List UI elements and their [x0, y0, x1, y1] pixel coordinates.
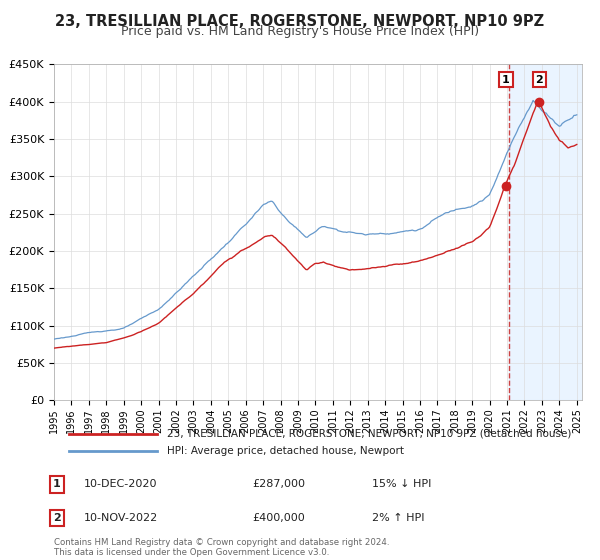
- Text: 23, TRESILLIAN PLACE, ROGERSTONE, NEWPORT, NP10 9PZ: 23, TRESILLIAN PLACE, ROGERSTONE, NEWPOR…: [55, 14, 545, 29]
- Text: 10-DEC-2020: 10-DEC-2020: [84, 479, 157, 489]
- Text: 2% ↑ HPI: 2% ↑ HPI: [372, 513, 425, 523]
- Bar: [509, 64, 591, 400]
- Text: 2: 2: [536, 74, 544, 85]
- Text: £287,000: £287,000: [252, 479, 305, 489]
- Text: Contains HM Land Registry data © Crown copyright and database right 2024.
This d: Contains HM Land Registry data © Crown c…: [54, 538, 389, 557]
- Text: 23, TRESILLIAN PLACE, ROGERSTONE, NEWPORT, NP10 9PZ (detached house): 23, TRESILLIAN PLACE, ROGERSTONE, NEWPOR…: [167, 429, 572, 439]
- Text: 1: 1: [53, 479, 61, 489]
- Text: £400,000: £400,000: [252, 513, 305, 523]
- Text: 15% ↓ HPI: 15% ↓ HPI: [372, 479, 431, 489]
- Text: 1: 1: [502, 74, 510, 85]
- Text: 10-NOV-2022: 10-NOV-2022: [84, 513, 158, 523]
- Text: Price paid vs. HM Land Registry's House Price Index (HPI): Price paid vs. HM Land Registry's House …: [121, 25, 479, 38]
- Text: 2: 2: [53, 513, 61, 523]
- Text: HPI: Average price, detached house, Newport: HPI: Average price, detached house, Newp…: [167, 446, 404, 456]
